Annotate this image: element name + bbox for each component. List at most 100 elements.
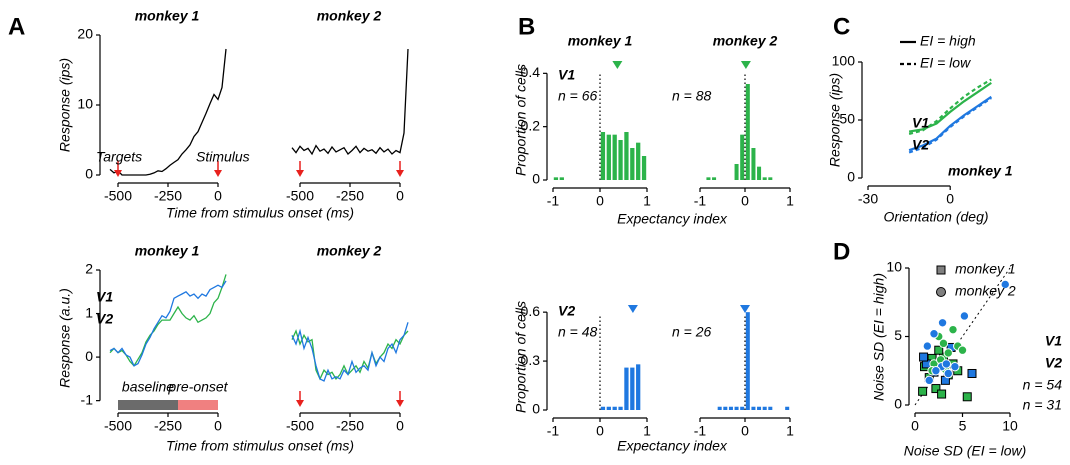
epoch-bar [178,400,218,410]
bar [600,406,606,410]
panel-title: monkey 2 [317,243,382,259]
y-tick-label: 2 [85,261,93,277]
bar [559,177,564,180]
x-tick-label: 1 [643,193,651,209]
mean-marker [740,305,750,313]
y-tick-label: 0.6 [521,303,541,319]
scatter-point [934,345,944,355]
x-tick-label: 0 [396,188,404,204]
annotation: V2 [912,137,929,153]
y-tick-label: 0 [85,348,93,364]
x-tick-label: -1 [547,423,560,439]
scatter-point [924,375,934,386]
bar [751,406,756,410]
bar [606,134,611,180]
scatter-point [967,368,977,378]
scatter-point [931,384,941,394]
annotation: V1 [96,289,113,305]
legend-label: EI = high [920,33,976,49]
x-tick-label: -250 [336,188,364,204]
bar [606,406,611,410]
scatter-point [937,389,947,399]
legend-label: monkey 2 [955,283,1016,299]
bar [641,156,647,180]
bar [745,84,750,180]
annotation: V2 [558,303,575,319]
scatter-point [962,392,972,402]
scatter-point [950,361,960,372]
x-tick-label: 0 [596,423,604,439]
scatter-point [941,359,952,369]
bar [618,406,623,410]
panel-label: D [833,238,850,265]
x-axis-label: Orientation (deg) [883,209,988,225]
bar [624,367,629,410]
bar [612,134,617,180]
y-tick-label: 0 [847,169,855,185]
x-tick-label: 5 [959,418,967,434]
annotation: n = 66 [558,88,598,104]
scatter-point [957,345,968,355]
bar [762,177,767,180]
bar [768,406,773,410]
scatter-point [929,329,939,339]
bar [636,142,641,180]
bar [762,406,767,410]
x-tick-label: 0 [214,188,222,204]
x-tick-label: -500 [104,418,132,434]
bar [785,406,790,410]
x-tick-label: 10 [1002,418,1018,434]
line-series [908,97,992,154]
mean-marker [740,61,751,69]
bar [734,406,739,410]
bar [740,406,745,410]
legend-label: monkey 1 [955,261,1016,277]
y-tick-label: 0.3 [521,352,541,368]
annotation: V1 [558,67,575,83]
x-tick-label: 0 [741,423,749,439]
x-tick-label: 0 [214,418,222,434]
event-arrow-head [396,170,404,177]
x-tick-label: -1 [694,423,707,439]
bar [717,406,722,410]
bar [768,177,773,180]
bar [636,364,641,410]
x-tick-label: -500 [286,188,314,204]
event-arrow-head [396,400,404,407]
x-tick-label: -500 [104,188,132,204]
x-tick-label: 1 [786,193,794,209]
bar [734,164,739,180]
x-tick-label: 0 [741,193,749,209]
x-tick-label: -250 [154,418,182,434]
y-tick-label: 10 [77,96,93,112]
line-series [109,274,227,367]
annotation: monkey 1 [948,163,1013,179]
scatter-point [919,352,929,362]
panel-title: monkey 1 [568,33,633,49]
y-tick-label: 5 [894,327,902,343]
scatter-point [922,341,933,351]
x-tick-label: -500 [286,418,314,434]
bar [723,406,728,410]
x-tick-label: 0 [596,193,604,209]
bar [553,177,559,180]
x-tick-label: -250 [154,188,182,204]
annotation: n = 48 [558,324,598,340]
bar [630,367,635,410]
bar [745,312,750,410]
bar [751,148,756,180]
y-tick-label: 50 [839,111,855,127]
scatter-point [948,324,958,335]
y-axis-label: Proportion of cells [513,64,529,176]
panel-label: B [518,13,535,40]
event-arrow-head [296,400,304,407]
y-tick-label: 0.2 [521,117,541,133]
annotation: V1 [912,115,929,131]
x-axis-label: Expectancy index [617,211,728,227]
y-tick-label: 0.4 [521,64,541,80]
bar [600,132,606,180]
y-tick-label: 100 [832,53,856,69]
bar [712,177,717,180]
y-axis-label: Response (ips) [827,73,843,167]
